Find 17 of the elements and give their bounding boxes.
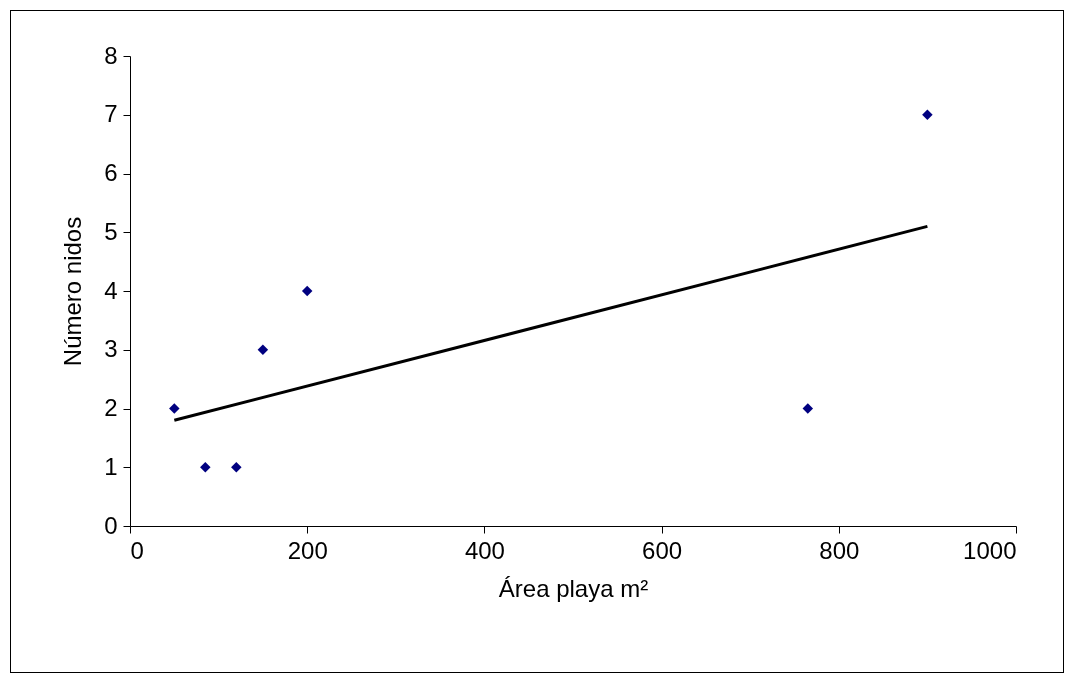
x-tick-label: 200 <box>287 536 328 564</box>
x-tick-label: 1000 <box>963 536 1017 564</box>
y-axis-title: Número nidos <box>59 216 87 367</box>
x-tick-label: 400 <box>464 536 505 564</box>
y-tick-label: 7 <box>104 100 118 128</box>
y-tick-label: 4 <box>104 276 118 304</box>
x-tick-label: 600 <box>642 536 683 564</box>
x-axis-title: Área playa m² <box>498 574 649 602</box>
y-tick-label: 1 <box>104 452 118 480</box>
x-tick-label: 0 <box>130 536 144 564</box>
y-tick-label: 5 <box>104 217 118 245</box>
y-tick-label: 6 <box>104 159 118 186</box>
y-tick-label: 8 <box>104 41 118 69</box>
x-tick-label: 800 <box>819 536 860 564</box>
y-tick-label: 0 <box>104 511 118 539</box>
y-tick-label: 2 <box>104 394 118 421</box>
y-tick-label: 3 <box>104 335 118 363</box>
